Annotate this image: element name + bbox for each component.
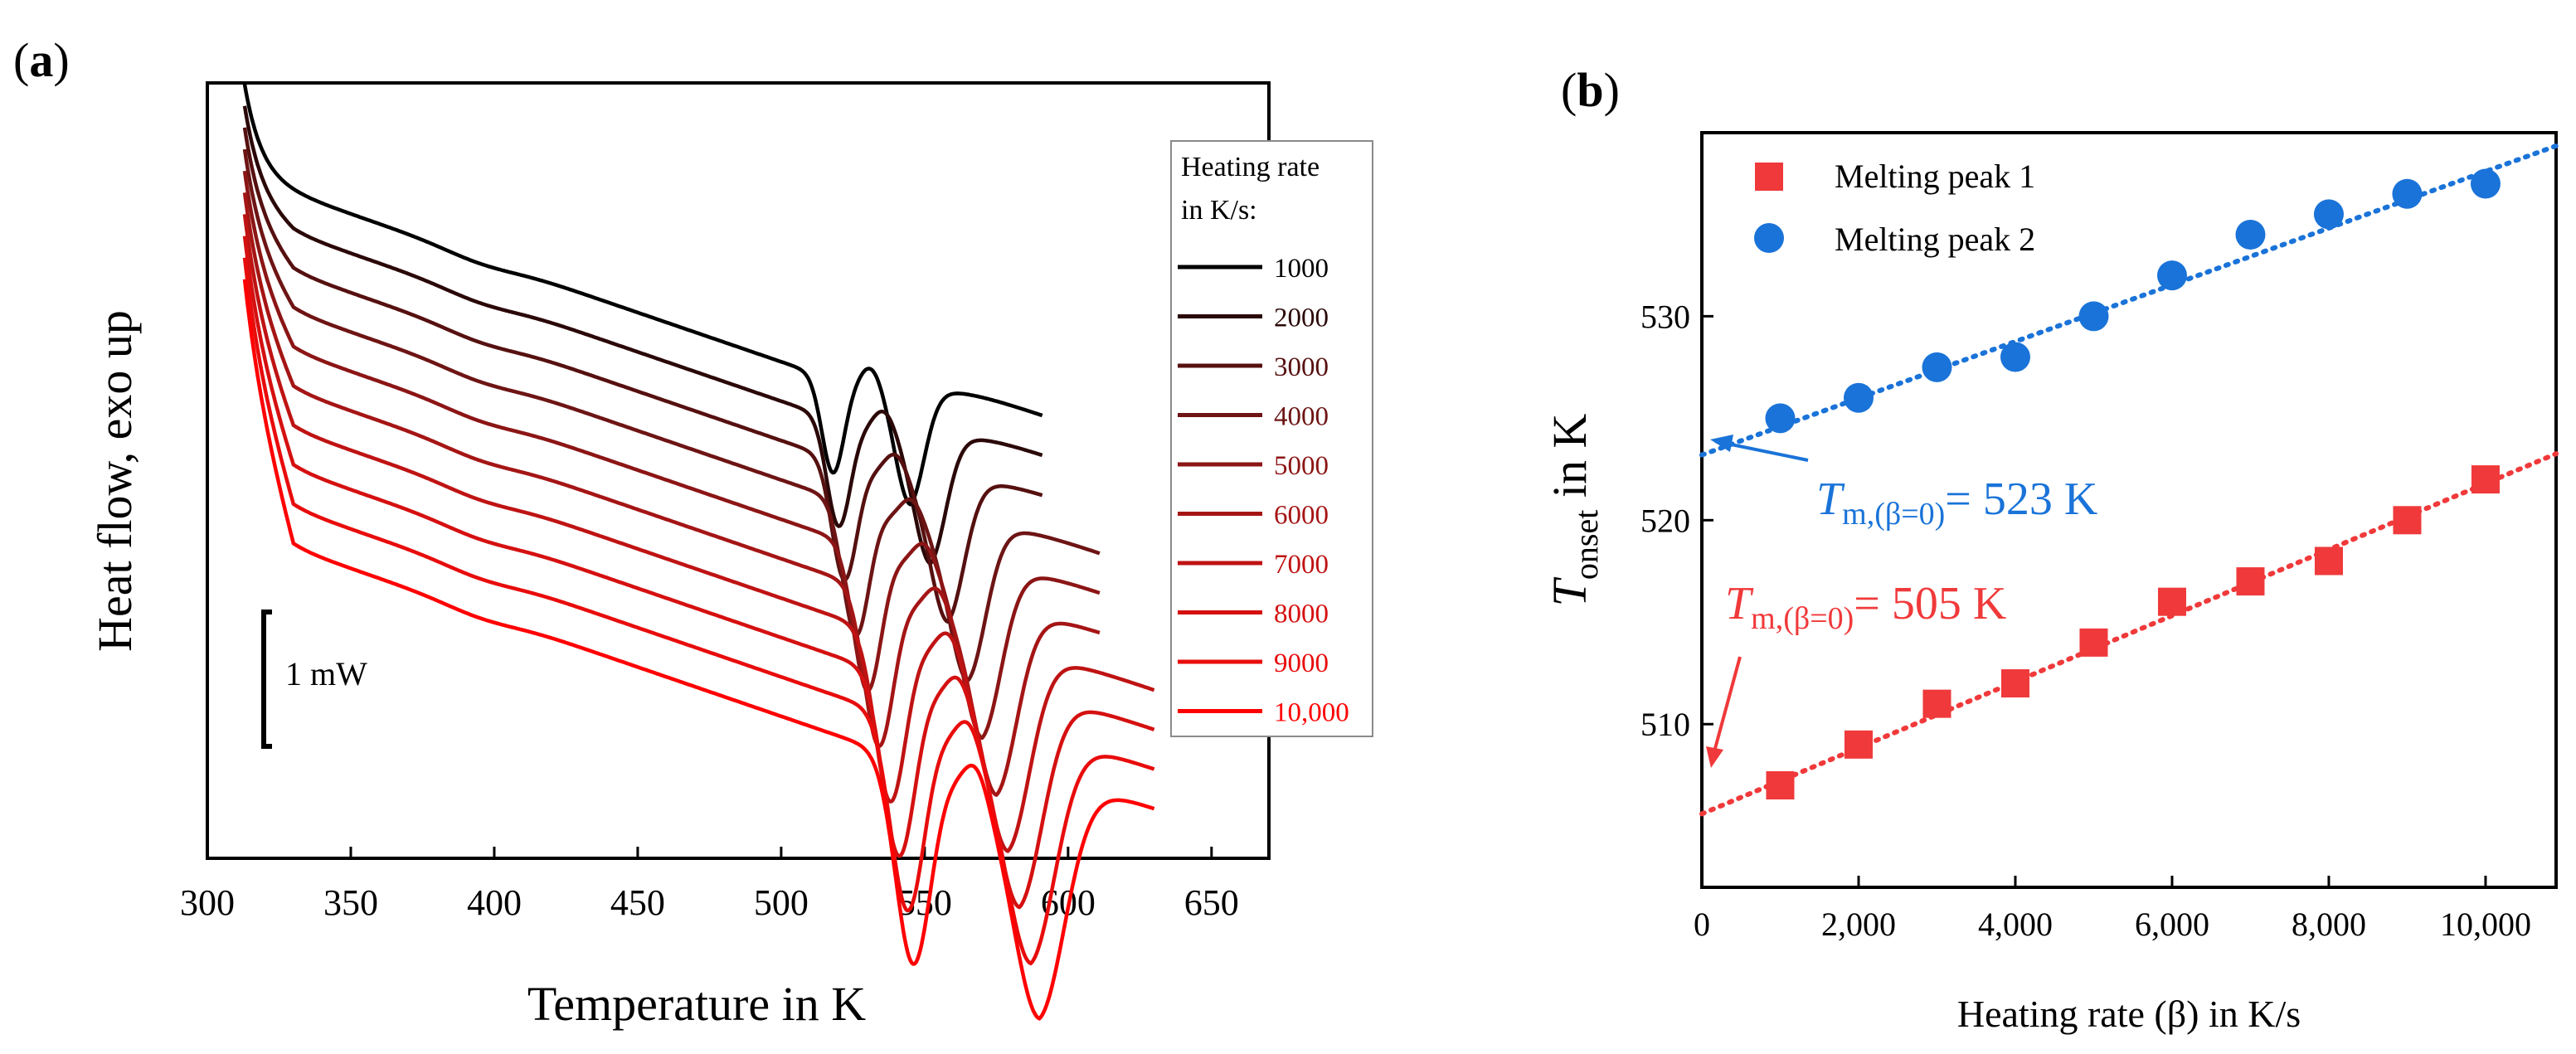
fit-line-2 [1699,143,2559,458]
data-point-peak-2 [2000,342,2030,372]
data-point-peak-2 [2313,199,2344,230]
data-point-peak-2 [1765,403,1796,434]
data-point-peak-2 [2078,301,2109,332]
onset-y-tick-label: 520 [1640,502,1690,539]
dsc-legend-title-line2: in K/s: [1181,195,1257,226]
dsc-legend-label: 7000 [1274,550,1329,580]
dsc-curve [242,127,1043,624]
legend-label-peak-2: Melting peak 2 [1835,221,2035,258]
dsc-legend-box [1170,140,1373,737]
annotation-arrowhead-peak-2 [1710,435,1733,452]
dsc-legend-title-line1: Heating rate [1181,152,1320,182]
data-point-peak-1 [2236,567,2265,596]
dsc-curve [242,279,1155,1021]
dsc-legend-label: 2000 [1274,304,1329,333]
annotation-intercept-peak-2: Tm,(β=0)= 523 K [1816,474,2097,532]
dsc-plot-frame [206,81,1271,860]
data-point-peak-1 [2471,465,2500,494]
legend-marker-peak-1 [1755,163,1783,191]
dsc-x-ticks: 300 350 400 450 500 550 600 650 [180,847,1239,923]
dsc-x-tick-label: 550 [897,882,952,923]
dsc-x-axis-label: Temperature in K [527,977,866,1031]
annotation-arrowhead-peak-1 [1706,746,1723,768]
scale-bar: 1 mW [261,610,367,749]
dsc-curve [242,105,1043,566]
dsc-legend-label: 9000 [1274,648,1329,678]
onset-y-tick-label: 510 [1640,706,1690,743]
dsc-x-tick-label: 400 [467,882,522,923]
onset-x-tick-label: 10,000 [2440,906,2531,943]
dsc-legend: Heating rate in K/s: 1000 2000 3000 4000 500… [1170,140,1373,737]
data-point-peak-1 [2079,628,2108,657]
dsc-chart: 300 350 400 450 500 550 600 650 Temperature in … [88,81,1373,1031]
dsc-legend-label: 4000 [1274,402,1329,432]
annotation-intercept-peak-1: Tm,(β=0)= 505 K [1725,578,2006,636]
dsc-curve [242,84,1043,507]
dsc-legend-entries: 1000 2000 3000 4000 5000 6000 7000 8000 9000 10,0… [1178,254,1349,728]
data-point-peak-2 [2235,219,2266,250]
onset-axis-ticks: 0 2,000 4,000 6,000 8,000 10,000 510 520 530 [1640,298,2531,943]
data-point-peak-1 [2393,506,2422,535]
data-point-peak-1 [2314,546,2343,576]
dsc-x-tick-label: 450 [610,882,665,923]
scale-bar-line [261,610,272,749]
onset-data-points [1765,168,2501,800]
dsc-y-axis-label: Heat flow, exo up [88,310,142,652]
dsc-legend-label: 3000 [1274,352,1329,382]
annotation-arrow-peak-1 [1712,656,1742,755]
data-point-peak-2 [1843,382,1874,413]
onset-chart: 0 2,000 4,000 6,000 8,000 10,000 510 520 530 Hea… [1543,131,2559,1035]
onset-x-axis-label: Heating rate (β) in K/s [1957,993,2301,1035]
onset-y-tick-label: 530 [1640,298,1690,335]
scale-bar-label: 1 mW [285,655,367,692]
dsc-x-tick-label: 650 [1184,882,1239,923]
legend-label-peak-1: Melting peak 1 [1835,158,2035,195]
dsc-curve [242,214,1155,853]
dsc-curve [242,170,1101,741]
dsc-curve [242,257,1155,966]
data-point-peak-1 [1766,771,1795,800]
panel-b-label: (b) [1561,63,1620,117]
panel-a-label: (a) [13,33,70,87]
data-point-peak-1 [1922,689,1951,718]
legend-marker-peak-2 [1754,223,1784,253]
onset-x-tick-label: 0 [1694,906,1710,943]
onset-x-tick-label: 6,000 [2135,906,2209,943]
data-point-peak-2 [2392,178,2423,209]
onset-x-tick-label: 2,000 [1821,906,1896,943]
dsc-x-tick-label: 300 [180,882,235,923]
dsc-legend-label: 6000 [1274,501,1329,531]
data-point-peak-2 [1922,352,1952,382]
onset-legend: Melting peak 1 Melting peak 2 [1754,158,2035,258]
data-point-peak-1 [2157,587,2186,616]
onset-x-tick-label: 4,000 [1978,906,2053,943]
dsc-curve [242,192,1101,797]
dsc-legend-label: 10,000 [1274,698,1349,728]
onset-x-tick-label: 8,000 [2292,906,2366,943]
dsc-x-tick-label: 350 [323,882,378,923]
data-point-peak-1 [1844,730,1873,759]
onset-y-axis-label: Tonset in K [1543,414,1605,607]
dsc-x-tick-label: 500 [754,882,809,923]
onset-plot-frame [1700,131,2558,889]
dsc-legend-label: 5000 [1274,451,1329,481]
data-point-peak-2 [2156,260,2187,291]
data-point-peak-2 [2470,168,2501,199]
dsc-legend-label: 8000 [1274,600,1329,629]
dsc-legend-label: 1000 [1274,254,1329,284]
onset-annotations: Tm,(β=0)= 523 K Tm,(β=0)= 505 K [1706,435,2097,768]
dsc-curves [242,84,1155,1021]
data-point-peak-1 [2000,669,2029,698]
